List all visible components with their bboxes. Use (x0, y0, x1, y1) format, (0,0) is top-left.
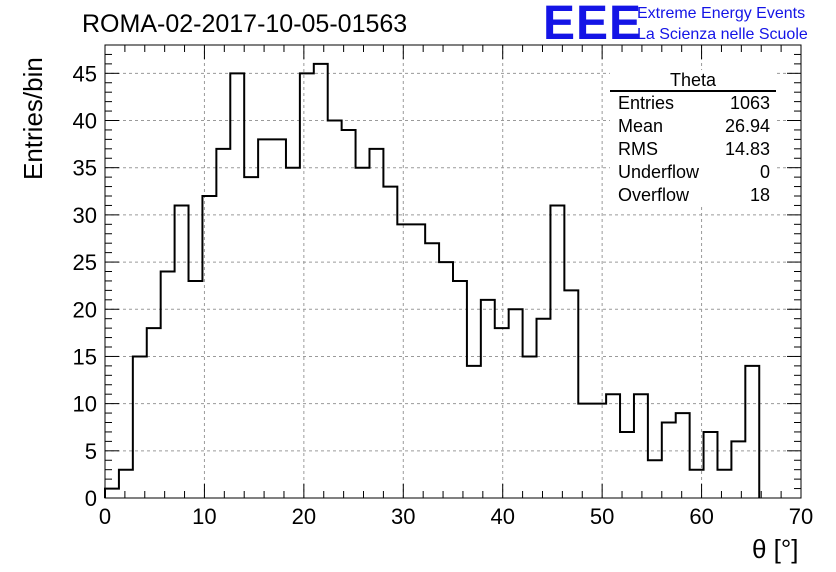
histogram-bin (453, 281, 467, 498)
histogram-bin (258, 139, 272, 498)
histogram-bin (550, 205, 564, 498)
chart-title: ROMA-02-2017-10-05-01563 (82, 10, 408, 38)
stats-row-rms: RMS 14.83 (610, 138, 776, 161)
histogram-bin (356, 168, 370, 498)
histogram-bin (300, 73, 314, 498)
histogram-bin (189, 281, 203, 498)
histogram-bin (202, 196, 216, 498)
histogram-bin (717, 470, 731, 498)
histogram-bin (161, 272, 175, 499)
histogram-bin (648, 460, 662, 498)
stats-row-overflow: Overflow 18 (610, 184, 776, 207)
stats-label: Mean (618, 116, 664, 136)
stats-value: 26.94 (724, 116, 770, 136)
histogram-bin (537, 319, 551, 498)
histogram-bin (342, 130, 356, 498)
histogram-bin (328, 121, 342, 499)
stats-label: Entries (618, 93, 675, 113)
stats-row-entries: Entries 1063 (610, 92, 776, 115)
stats-label: Underflow (618, 162, 700, 182)
x-tick-label: 60 (689, 504, 713, 529)
y-tick-label: 40 (73, 109, 97, 134)
y-tick-label: 30 (73, 203, 97, 228)
histogram-bin (704, 432, 718, 498)
histogram-bin (105, 489, 119, 498)
stats-label: Overflow (618, 185, 690, 205)
histogram-bin (662, 423, 676, 499)
stats-label: RMS (618, 139, 658, 159)
histogram-bin (397, 224, 411, 498)
histogram-bin (216, 149, 230, 498)
y-tick-label: 35 (73, 156, 97, 181)
histogram-bin (133, 356, 147, 498)
stats-value: 0 (759, 162, 770, 182)
x-axis-label: θ [°] (752, 534, 799, 564)
x-tick-label: 0 (99, 504, 111, 529)
histogram-bin (230, 73, 244, 498)
x-tick-label: 10 (192, 504, 216, 529)
histogram-bin (286, 168, 300, 498)
histogram-bin (383, 187, 397, 498)
stats-value: 18 (749, 185, 770, 205)
histogram-bin (634, 394, 648, 498)
y-tick-label: 0 (85, 486, 97, 511)
histogram-outline (104, 62, 761, 498)
histogram-bin (745, 366, 759, 498)
histogram-bin (620, 432, 634, 498)
y-tick-label: 15 (73, 344, 97, 369)
y-tick-label: 10 (73, 392, 97, 417)
histogram-bin (731, 441, 745, 498)
histogram-bin (509, 309, 523, 498)
y-tick-label: 25 (73, 250, 97, 275)
logo-caption: Extreme Energy Events La Scienza nelle S… (637, 3, 808, 45)
y-tick-label: 20 (73, 297, 97, 322)
histogram-bin (147, 328, 161, 498)
histogram-bin (244, 177, 258, 498)
stats-box: Theta Entries 1063 Mean 26.94 RMS 14.83 … (610, 70, 776, 207)
histogram-bin (578, 404, 592, 498)
histogram-bin (523, 356, 537, 498)
histogram-bin (592, 404, 606, 498)
histogram-bin (439, 262, 453, 498)
x-tick-label: 20 (292, 504, 316, 529)
x-tick-label: 40 (490, 504, 514, 529)
histogram-bin (425, 243, 439, 498)
logo-line-1: Extreme Energy Events (637, 5, 806, 22)
y-axis-label: Entries/bin (18, 57, 48, 180)
histogram-bin (119, 470, 133, 498)
stats-row-mean: Mean 26.94 (610, 115, 776, 138)
y-tick-label: 5 (85, 439, 97, 464)
stats-value: 1063 (729, 93, 770, 113)
histogram-bin (564, 290, 578, 498)
eee-logo: EEE (543, 0, 643, 50)
histogram-bin (411, 224, 425, 498)
y-tick-label: 45 (73, 61, 97, 86)
histogram-bin (495, 328, 509, 498)
histogram-bin (369, 149, 383, 498)
histogram-bin (314, 64, 328, 498)
logo-line-2: La Scienza nelle Scuole (637, 26, 808, 43)
stats-row-underflow: Underflow 0 (610, 161, 776, 184)
stats-value: 14.83 (724, 139, 770, 159)
stats-title: Theta (610, 70, 776, 92)
histogram-bin (676, 413, 690, 498)
x-tick-label: 50 (590, 504, 614, 529)
histogram-bin (606, 394, 620, 498)
histogram-bin (481, 300, 495, 498)
x-tick-label: 70 (789, 504, 813, 529)
histogram-bin (175, 205, 189, 498)
histogram-bin (272, 139, 286, 498)
x-tick-label: 30 (391, 504, 415, 529)
histogram-bin (467, 366, 481, 498)
histogram-bin (690, 470, 704, 498)
